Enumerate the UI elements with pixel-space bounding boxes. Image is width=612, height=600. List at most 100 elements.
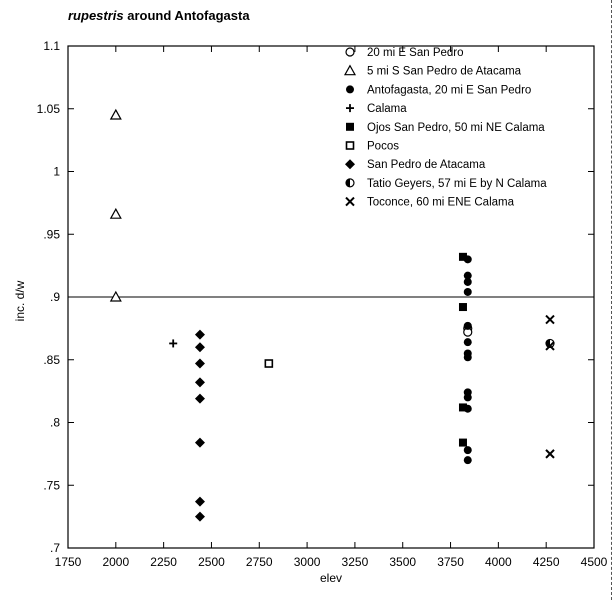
legend-marker — [346, 122, 354, 131]
marker-filled-circle — [463, 287, 472, 296]
y-axis-label: inc. d/w — [13, 280, 27, 321]
data-point — [264, 359, 274, 368]
legend-label: 5 mi S San Pedro de Atacama — [367, 66, 522, 78]
legend-label: 20 mi E San Pedro — [367, 47, 464, 59]
marker-half-circle-fill — [346, 178, 350, 187]
marker-filled-circle — [463, 321, 472, 330]
marker-open-square — [345, 141, 355, 150]
data-point — [463, 321, 472, 330]
data-point — [194, 377, 205, 388]
y-tick-label: .75 — [43, 478, 60, 492]
legend-marker — [345, 178, 355, 188]
marker-open-triangle — [109, 290, 122, 302]
data-point — [109, 207, 122, 219]
x-tick-label: 4000 — [485, 555, 512, 569]
x-tick-label: 3250 — [342, 555, 369, 569]
legend-item: 5 mi S San Pedro de Atacama — [343, 64, 522, 78]
x-tick-label: 4500 — [581, 555, 608, 569]
legend-marker — [346, 85, 354, 94]
data-point — [458, 303, 467, 312]
marker-filled-circle — [463, 271, 472, 280]
x-tick-label: 2500 — [198, 555, 225, 569]
chart-title-italic: rupestris — [68, 8, 124, 23]
data-point — [545, 449, 555, 459]
marker-filled-circle — [463, 338, 472, 347]
data-points — [109, 108, 555, 522]
data-point — [463, 393, 472, 402]
marker-open-triangle — [109, 207, 122, 219]
marker-open-square — [264, 359, 274, 368]
y-tick-label: .8 — [50, 416, 60, 430]
marker-cross-b — [545, 341, 555, 351]
data-point — [463, 353, 472, 362]
marker-filled-circle — [463, 446, 472, 455]
marker-filled-square — [458, 438, 467, 447]
data-point — [169, 339, 178, 348]
marker-cross-b — [545, 449, 555, 459]
marker-filled-diamond — [194, 496, 205, 507]
legend-item: Toconce, 60 mi ENE Calama — [345, 197, 515, 209]
marker-filled-square — [346, 122, 354, 131]
y-tick-label: .95 — [43, 227, 60, 241]
marker-filled-diamond — [194, 358, 205, 369]
legend-item: Tatio Geyers, 57 mi E by N Calama — [345, 178, 547, 190]
legend-item: San Pedro de Atacama — [345, 159, 486, 171]
data-point — [194, 329, 205, 340]
marker-filled-diamond — [345, 159, 355, 170]
y-tick-label: .85 — [43, 353, 60, 367]
legend-item: Ojos San Pedro, 50 mi NE Calama — [346, 122, 545, 134]
marker-filled-diamond — [194, 342, 205, 353]
marker-filled-circle — [463, 456, 472, 465]
data-point — [458, 438, 467, 447]
x-tick-label: 2250 — [150, 555, 177, 569]
data-point — [463, 271, 472, 280]
x-tick-label: 3750 — [437, 555, 464, 569]
marker-filled-diamond — [194, 377, 205, 388]
legend-label: Pocos — [367, 141, 399, 153]
marker-filled-diamond — [194, 329, 205, 340]
legend-marker — [343, 64, 357, 76]
data-point — [194, 496, 205, 507]
legend-label: Calama — [367, 103, 407, 115]
legend: 20 mi E San Pedro 5 mi S San Pedro de Ata… — [343, 47, 547, 209]
marker-filled-square — [458, 252, 467, 261]
marker-open-triangle — [343, 64, 357, 76]
marker-filled-circle — [463, 277, 472, 286]
marker-filled-diamond — [194, 511, 205, 522]
data-point — [545, 338, 555, 349]
legend-label: Ojos San Pedro, 50 mi NE Calama — [367, 122, 545, 134]
y-tick-label: 1.1 — [43, 39, 60, 53]
marker-filled-square — [458, 403, 467, 412]
data-point — [463, 446, 472, 455]
data-point — [463, 287, 472, 296]
legend-label: San Pedro de Atacama — [367, 159, 486, 171]
marker-filled-circle — [463, 393, 472, 402]
legend-item: Antofagasta, 20 mi E San Pedro — [346, 84, 531, 96]
marker-open-triangle — [109, 108, 122, 120]
x-tick-label: 2750 — [246, 555, 273, 569]
marker-filled-circle — [463, 353, 472, 362]
marker-open-circle — [345, 47, 355, 57]
data-point — [194, 437, 205, 448]
x-tick-label: 4250 — [533, 555, 560, 569]
data-point — [194, 342, 205, 353]
legend-label: Antofagasta, 20 mi E San Pedro — [367, 84, 531, 96]
x-axis-label: elev — [320, 571, 342, 585]
legend-item: 20 mi E San Pedro — [345, 47, 464, 59]
x-tick-label: 3000 — [294, 555, 321, 569]
legend-marker — [345, 141, 355, 150]
data-point — [463, 456, 472, 465]
data-point — [194, 511, 205, 522]
data-point — [458, 403, 467, 412]
legend-label: Tatio Geyers, 57 mi E by N Calama — [367, 178, 547, 190]
legend-label: Toconce, 60 mi ENE Calama — [367, 197, 515, 209]
x-tick-label: 3500 — [389, 555, 416, 569]
x-tick-label: 1750 — [55, 555, 82, 569]
marker-filled-diamond — [194, 393, 205, 404]
chart-title: rupestris around Antofagasta — [68, 8, 250, 23]
data-point — [194, 358, 205, 369]
chart-title-rest: around Antofagasta — [124, 8, 251, 23]
data-point — [194, 393, 205, 404]
y-tick-label: 1.05 — [37, 102, 61, 116]
